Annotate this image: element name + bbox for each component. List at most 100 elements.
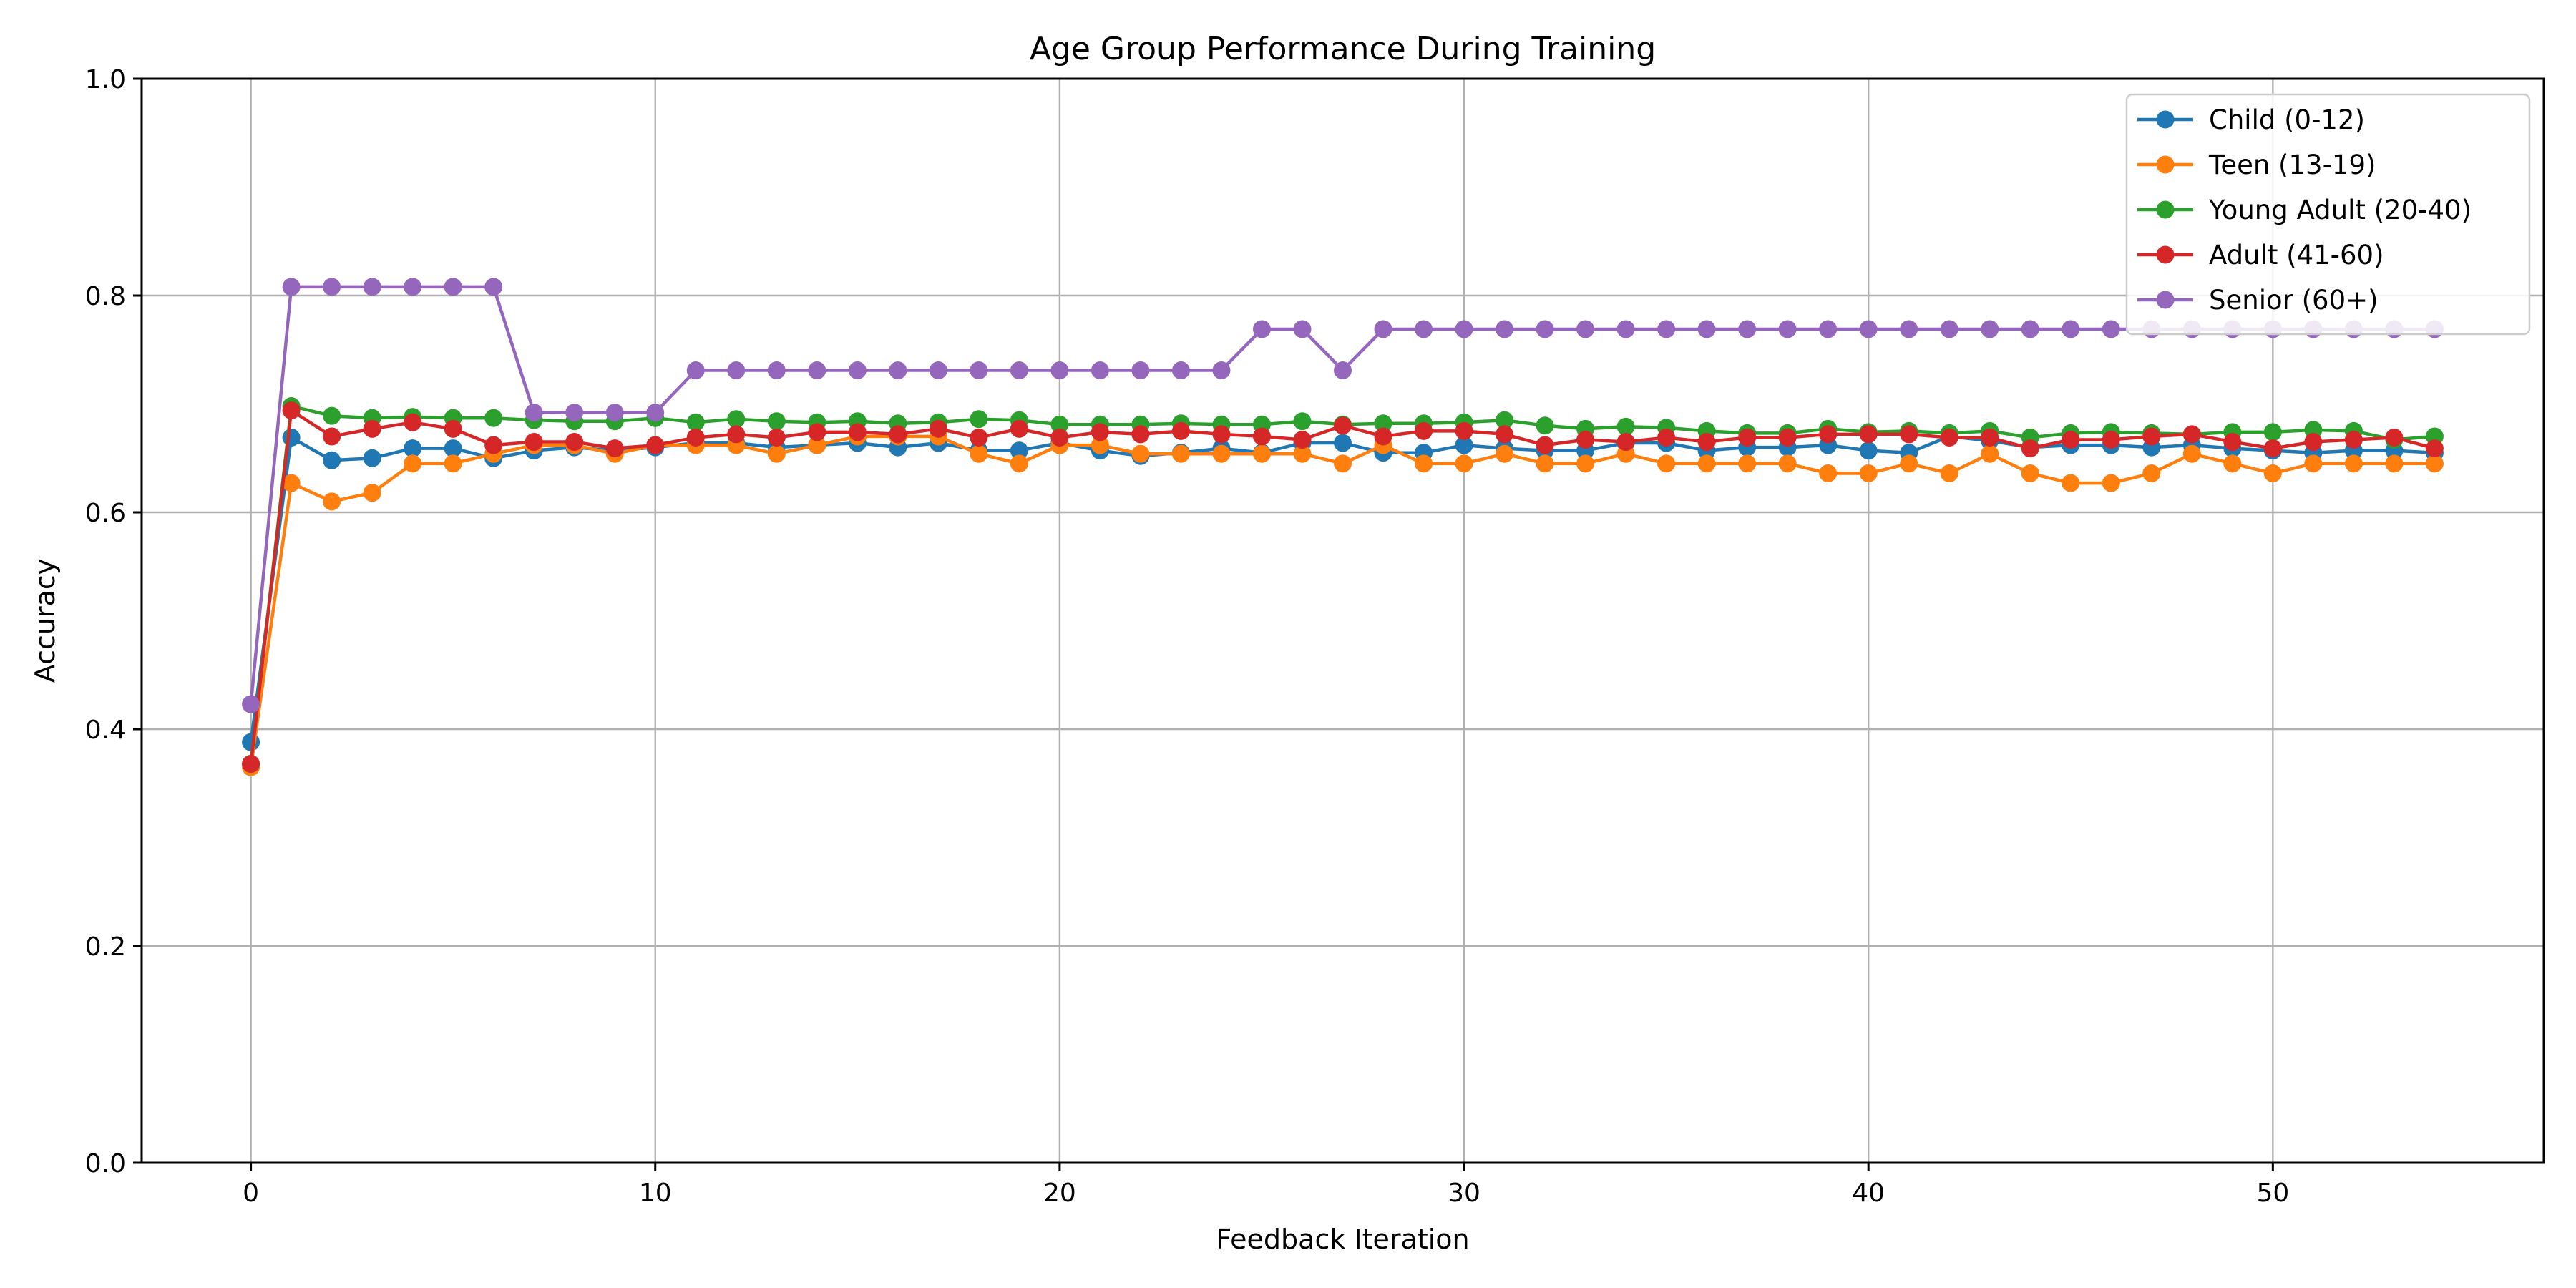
data-point	[605, 439, 624, 458]
data-point	[970, 410, 988, 429]
data-point	[1050, 415, 1069, 434]
data-point	[1374, 414, 1392, 433]
data-point	[323, 492, 341, 511]
y-axis-label: Accuracy	[29, 559, 61, 683]
data-point	[2344, 430, 2363, 449]
data-point	[848, 423, 867, 441]
data-point	[1293, 430, 1312, 449]
data-point	[525, 433, 543, 452]
legend-swatch-marker	[2156, 200, 2175, 219]
legend-item: Young Adult (20-40)	[2137, 195, 2472, 225]
data-point	[1616, 417, 1635, 436]
data-point	[242, 733, 260, 751]
data-point	[1171, 421, 1190, 440]
data-point	[1455, 436, 1473, 454]
data-point	[2021, 320, 2039, 338]
data-point	[1819, 464, 1838, 482]
data-point	[1050, 361, 1069, 380]
data-point	[1010, 454, 1028, 473]
x-tick-label: 10	[639, 1179, 672, 1208]
data-point	[1738, 320, 1757, 338]
data-point	[767, 361, 786, 380]
data-point	[2223, 454, 2242, 473]
data-point	[727, 425, 746, 444]
data-point	[2425, 454, 2444, 473]
y-tick-label: 0.0	[85, 1149, 126, 1179]
data-point	[767, 428, 786, 447]
data-point	[242, 754, 260, 773]
data-point	[970, 428, 988, 447]
data-point	[1940, 320, 1958, 338]
data-point	[1293, 444, 1312, 463]
data-point	[1212, 425, 1231, 444]
data-point	[404, 439, 422, 458]
data-point	[1091, 436, 1109, 454]
data-point	[1536, 320, 1554, 338]
data-point	[1616, 433, 1635, 452]
data-point	[1415, 454, 1433, 473]
data-point	[1657, 428, 1676, 447]
data-point	[808, 361, 826, 380]
data-point	[929, 361, 947, 380]
data-point	[1576, 320, 1595, 338]
data-point	[282, 278, 301, 296]
x-tick-label: 20	[1043, 1179, 1076, 1208]
data-point	[646, 404, 665, 422]
data-point	[565, 433, 584, 452]
data-point	[1576, 454, 1595, 473]
data-point	[727, 410, 746, 429]
data-point	[1859, 464, 1878, 482]
x-tick-label: 40	[1852, 1179, 1885, 1208]
data-point	[1374, 320, 1392, 338]
data-point	[1576, 430, 1595, 449]
data-point	[686, 413, 705, 431]
data-point	[242, 695, 260, 713]
data-point	[1171, 361, 1190, 380]
data-point	[1819, 425, 1838, 444]
data-point	[889, 361, 907, 380]
data-point	[808, 436, 826, 454]
data-point	[1981, 444, 1999, 463]
data-point	[2344, 454, 2363, 473]
data-point	[970, 444, 988, 463]
data-point	[686, 361, 705, 380]
data-point	[1334, 416, 1352, 435]
legend-label: Young Adult (20-40)	[2208, 195, 2472, 225]
data-point	[1131, 425, 1150, 444]
data-point	[404, 278, 422, 296]
data-point	[1252, 427, 1271, 446]
data-point	[1496, 320, 1514, 338]
data-point	[1859, 425, 1878, 444]
x-tick-label: 0	[243, 1179, 259, 1208]
data-point	[363, 484, 381, 502]
data-point	[323, 427, 341, 446]
data-point	[1496, 425, 1514, 444]
data-point	[363, 278, 381, 296]
data-point	[1697, 433, 1716, 452]
legend-swatch-marker	[2156, 155, 2175, 174]
data-point	[1293, 320, 1312, 338]
legend-item: Child (0-12)	[2137, 104, 2365, 135]
data-point	[1334, 454, 1352, 473]
legend-swatch-marker	[2156, 245, 2175, 264]
data-point	[444, 454, 462, 473]
data-point	[282, 474, 301, 492]
data-point	[1010, 441, 1028, 460]
data-point	[1536, 454, 1554, 473]
data-point	[2102, 320, 2120, 338]
series-lines	[242, 278, 2444, 776]
data-point	[1212, 444, 1231, 463]
data-point	[2102, 430, 2120, 449]
data-point	[1616, 320, 1635, 338]
data-point	[1981, 320, 1999, 338]
data-point	[2021, 439, 2039, 458]
data-point	[565, 404, 584, 422]
data-point	[1496, 411, 1514, 429]
data-point	[2385, 428, 2404, 447]
data-point	[1738, 454, 1757, 473]
data-point	[1212, 361, 1231, 380]
data-point	[1252, 444, 1271, 463]
data-point	[1091, 361, 1109, 380]
data-point	[1778, 454, 1797, 473]
data-point	[1738, 428, 1757, 447]
